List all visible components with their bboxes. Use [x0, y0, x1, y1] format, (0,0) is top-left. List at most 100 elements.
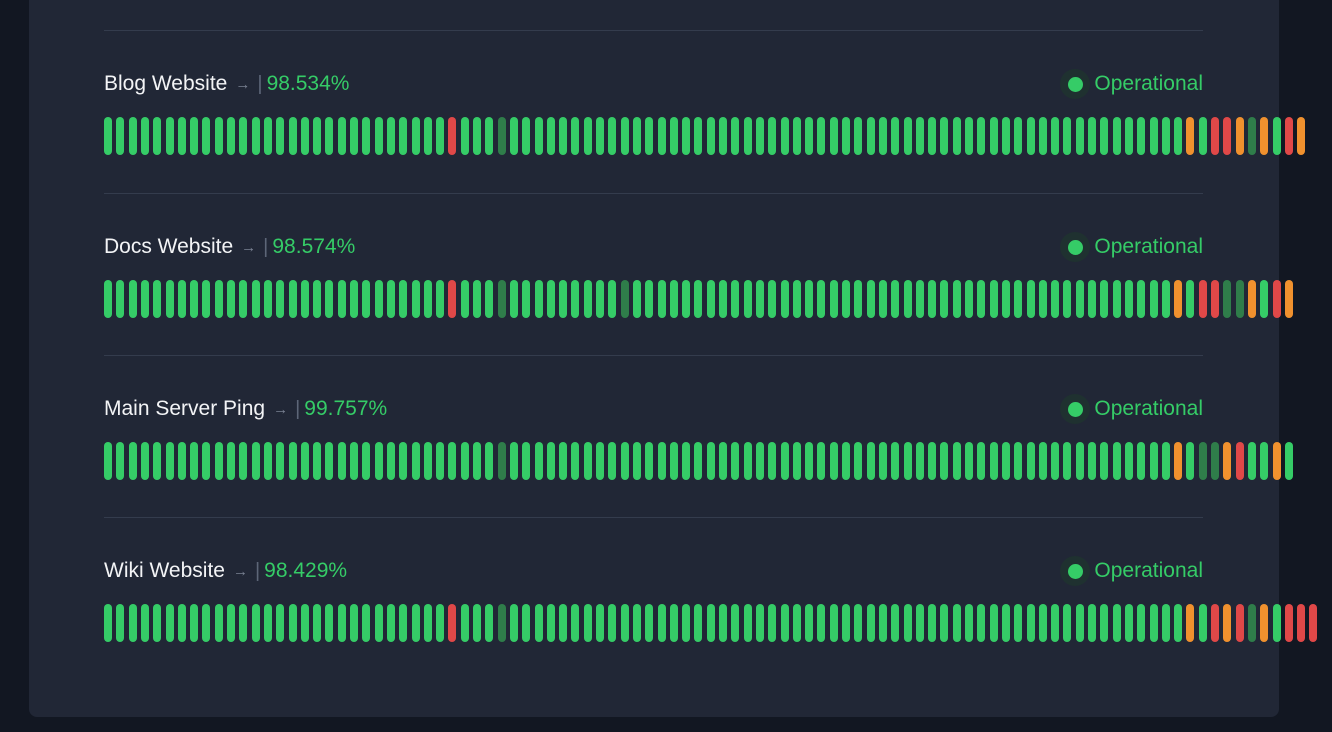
heartbeat-up[interactable] — [165, 117, 174, 155]
heartbeat-up[interactable] — [719, 604, 727, 642]
heartbeat-up[interactable] — [891, 280, 900, 318]
heartbeat-down[interactable] — [1211, 117, 1219, 155]
heartbeat-degraded[interactable] — [1223, 442, 1232, 480]
heartbeat-up[interactable] — [165, 280, 174, 318]
heartbeat-up[interactable] — [485, 280, 494, 318]
heartbeat-up[interactable] — [350, 604, 358, 642]
heartbeat-up[interactable] — [1161, 280, 1170, 318]
heartbeat-up[interactable] — [632, 280, 641, 318]
heartbeat-up[interactable] — [485, 442, 494, 480]
heartbeat-up[interactable] — [313, 442, 322, 480]
heartbeat-degraded[interactable] — [1284, 280, 1293, 318]
heartbeat-up[interactable] — [423, 442, 432, 480]
heartbeat-up[interactable] — [1149, 117, 1158, 155]
heartbeat-up[interactable] — [1260, 280, 1269, 318]
heartbeat-up[interactable] — [1100, 280, 1109, 318]
heartbeat-up[interactable] — [682, 117, 691, 155]
heartbeat-up[interactable] — [1026, 117, 1035, 155]
heartbeat-up[interactable] — [1112, 604, 1121, 642]
heartbeat-up[interactable] — [374, 442, 383, 480]
heartbeat-up[interactable] — [1161, 604, 1170, 642]
heartbeat-up[interactable] — [1063, 604, 1072, 642]
heartbeat-up[interactable] — [571, 117, 580, 155]
heartbeat-up[interactable] — [891, 604, 900, 642]
heartbeat-up[interactable] — [325, 604, 334, 642]
heartbeat-up[interactable] — [854, 604, 863, 642]
heartbeat-up[interactable] — [1174, 117, 1183, 155]
heartbeat-down[interactable] — [1235, 442, 1244, 480]
heartbeat-up[interactable] — [251, 442, 260, 480]
heartbeat-up[interactable] — [276, 117, 285, 155]
heartbeat-up[interactable] — [546, 442, 555, 480]
heartbeat-up[interactable] — [1075, 604, 1084, 642]
heartbeat-up[interactable] — [805, 280, 814, 318]
heartbeat-up[interactable] — [1137, 442, 1146, 480]
heartbeat-up[interactable] — [177, 604, 186, 642]
heartbeat-up[interactable] — [1161, 442, 1170, 480]
heartbeat-no-data[interactable] — [497, 604, 506, 642]
heartbeat-up[interactable] — [878, 117, 887, 155]
heartbeat-up[interactable] — [977, 604, 986, 642]
heartbeat-up[interactable] — [645, 604, 654, 642]
heartbeat-up[interactable] — [1186, 280, 1195, 318]
heartbeat-degraded[interactable] — [1174, 442, 1183, 480]
heartbeat-up[interactable] — [915, 280, 924, 318]
heartbeat-up[interactable] — [669, 604, 678, 642]
heartbeat-up[interactable] — [546, 280, 555, 318]
heartbeat-up[interactable] — [202, 280, 211, 318]
heartbeat-up[interactable] — [1088, 117, 1096, 155]
heartbeat-up[interactable] — [571, 280, 580, 318]
heartbeat-up[interactable] — [1186, 442, 1195, 480]
heartbeat-up[interactable] — [276, 442, 285, 480]
heartbeat-up[interactable] — [1038, 280, 1047, 318]
heartbeat-up[interactable] — [1272, 117, 1281, 155]
heartbeat-up[interactable] — [104, 117, 112, 155]
heartbeat-up[interactable] — [374, 117, 383, 155]
monitor-name-link[interactable]: Docs Website — [104, 235, 234, 258]
heartbeat-up[interactable] — [792, 117, 801, 155]
heartbeat-up[interactable] — [940, 604, 949, 642]
heartbeat-up[interactable] — [1137, 280, 1146, 318]
heartbeat-up[interactable] — [399, 117, 408, 155]
heartbeat-up[interactable] — [460, 117, 469, 155]
heartbeat-up[interactable] — [829, 604, 838, 642]
heartbeat-up[interactable] — [214, 117, 223, 155]
heartbeat-no-data[interactable] — [1211, 442, 1219, 480]
heartbeat-up[interactable] — [1075, 442, 1084, 480]
heartbeat-up[interactable] — [559, 604, 568, 642]
heartbeat-up[interactable] — [903, 117, 912, 155]
heartbeat-up[interactable] — [1014, 280, 1023, 318]
heartbeat-up[interactable] — [731, 442, 740, 480]
heartbeat-up[interactable] — [596, 280, 604, 318]
heartbeat-up[interactable] — [509, 442, 518, 480]
heartbeat-up[interactable] — [1137, 604, 1146, 642]
heartbeat-up[interactable] — [300, 117, 309, 155]
heartbeat-up[interactable] — [989, 442, 998, 480]
heartbeat-up[interactable] — [780, 280, 789, 318]
heartbeat-up[interactable] — [940, 280, 949, 318]
heartbeat-up[interactable] — [214, 280, 223, 318]
heartbeat-up[interactable] — [645, 280, 654, 318]
heartbeat-up[interactable] — [632, 604, 641, 642]
heartbeat-up[interactable] — [940, 117, 949, 155]
heartbeat-up[interactable] — [1063, 280, 1072, 318]
heartbeat-up[interactable] — [854, 442, 863, 480]
heartbeat-no-data[interactable] — [497, 442, 506, 480]
heartbeat-up[interactable] — [768, 117, 777, 155]
heartbeat-up[interactable] — [694, 117, 703, 155]
heartbeat-degraded[interactable] — [1247, 280, 1256, 318]
heartbeat-up[interactable] — [989, 604, 998, 642]
heartbeat-up[interactable] — [1272, 604, 1281, 642]
heartbeat-down[interactable] — [1309, 604, 1318, 642]
heartbeat-up[interactable] — [755, 442, 764, 480]
heartbeat-up[interactable] — [620, 604, 629, 642]
heartbeat-up[interactable] — [657, 117, 666, 155]
heartbeat-up[interactable] — [485, 117, 494, 155]
heartbeat-degraded[interactable] — [1260, 117, 1269, 155]
heartbeat-down[interactable] — [1284, 604, 1293, 642]
heartbeat-up[interactable] — [1100, 442, 1109, 480]
heartbeat-up[interactable] — [1149, 442, 1158, 480]
heartbeat-up[interactable] — [620, 442, 629, 480]
heartbeat-up[interactable] — [116, 442, 125, 480]
heartbeat-up[interactable] — [1124, 442, 1133, 480]
